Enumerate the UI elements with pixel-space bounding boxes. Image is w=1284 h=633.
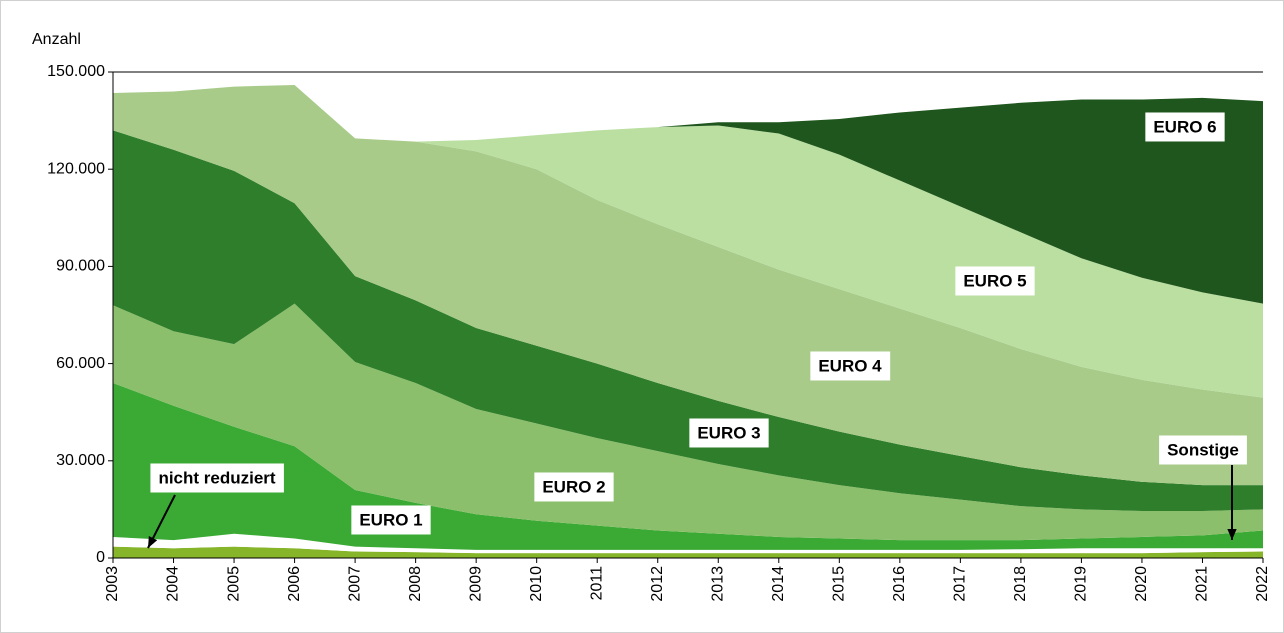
x-tick-label: 2021 — [1194, 566, 1211, 602]
y-tick-label: 150.000 — [47, 63, 105, 80]
series-label: EURO 2 — [542, 477, 605, 496]
x-tick-label: 2010 — [528, 566, 545, 602]
label-box — [1159, 435, 1247, 465]
series-label: EURO 5 — [963, 271, 1026, 290]
x-tick-label: 2008 — [407, 566, 424, 602]
x-tick-label: 2003 — [104, 566, 121, 602]
arrow-head — [1227, 528, 1237, 540]
series-label: EURO 4 — [818, 356, 882, 375]
x-tick-label: 2006 — [286, 566, 303, 602]
series-label: EURO 3 — [697, 423, 760, 442]
label-box — [534, 472, 614, 502]
area — [113, 533, 1263, 554]
label-box — [1145, 112, 1225, 142]
y-tick-label: 120.000 — [47, 160, 105, 177]
label-box — [351, 505, 431, 535]
x-tick-label: 2012 — [649, 566, 666, 602]
area — [113, 84, 1263, 304]
area — [113, 84, 1263, 398]
label-box — [150, 463, 284, 493]
area — [113, 303, 1263, 541]
y-tick-label: 90.000 — [56, 258, 105, 275]
series-label: nicht reduziert — [158, 468, 275, 487]
y-axis-title: Anzahl — [32, 31, 81, 48]
x-tick-label: 2020 — [1133, 566, 1150, 602]
x-tick-label: 2019 — [1073, 566, 1090, 602]
area — [113, 546, 1263, 558]
y-tick-label: 0 — [96, 549, 105, 566]
area — [113, 84, 1263, 486]
x-tick-label: 2014 — [770, 566, 787, 602]
x-tick-label: 2017 — [952, 566, 969, 602]
x-tick-label: 2007 — [346, 566, 363, 602]
series-label: Sonstige — [1167, 440, 1239, 459]
label-box — [810, 351, 891, 381]
label-box — [955, 266, 1035, 296]
area — [113, 130, 1263, 512]
arrow-head — [148, 536, 158, 548]
y-tick-label: 60.000 — [56, 355, 105, 372]
x-tick-label: 2018 — [1012, 566, 1029, 602]
y-tick-label: 30.000 — [56, 452, 105, 469]
x-tick-label: 2015 — [831, 566, 848, 602]
x-tick-label: 2004 — [165, 566, 182, 602]
x-tick-label: 2022 — [1254, 566, 1271, 602]
label-box — [689, 418, 769, 448]
series-label: EURO 1 — [359, 510, 422, 529]
x-tick-label: 2005 — [225, 566, 242, 602]
x-tick-label: 2009 — [467, 566, 484, 602]
x-tick-label: 2013 — [709, 566, 726, 602]
x-tick-label: 2011 — [588, 566, 605, 601]
series-label: EURO 6 — [1153, 117, 1216, 136]
x-tick-label: 2016 — [891, 566, 908, 602]
